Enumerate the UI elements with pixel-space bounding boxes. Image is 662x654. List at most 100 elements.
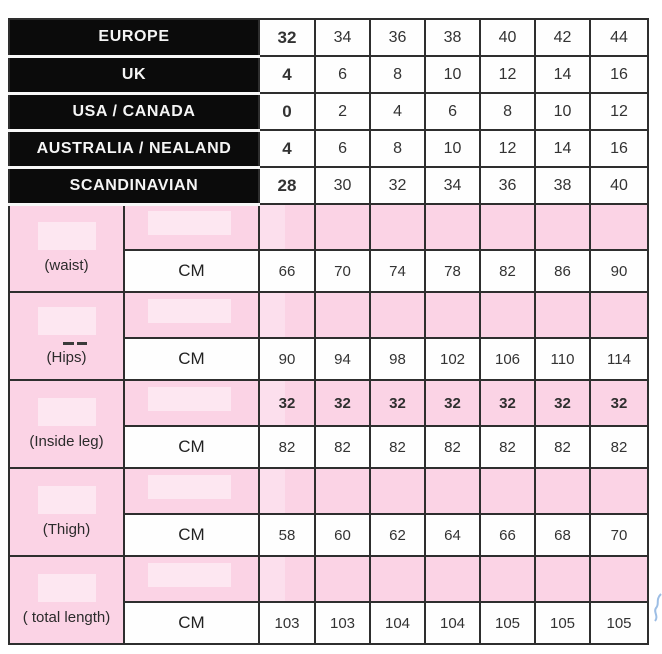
cm-value-cell: 106 [479,337,537,381]
size-cell: 32 [369,166,427,205]
cm-value-cell: 70 [589,513,650,557]
inch-value-cell [369,555,427,603]
region-label-cell: UK [7,55,261,95]
table-row: CM 66 70 74 78 82 86 90 [9,249,650,293]
inch-value-cell [534,203,592,251]
cm-value-cell: 70 [314,249,372,293]
region-label-cell: AUSTRALIA / NEALAND [7,129,261,169]
size-cell: 6 [314,129,372,168]
size-cell: 44 [589,18,650,57]
cm-value-cell: 90 [589,249,650,293]
erased-text-mark [62,341,87,345]
region-label-cell: USA / CANADA [7,92,261,132]
inch-value-cell: 32 [424,379,482,427]
inch-value-cell [258,467,317,515]
measurement-label-cell: (Inside leg) [8,379,125,469]
cm-value-cell: 105 [534,601,592,645]
cm-value-cell: 98 [369,337,427,381]
cm-value-cell: 78 [424,249,482,293]
size-cell: 36 [479,166,537,205]
size-cell: 34 [424,166,482,205]
inch-value-cell [314,291,372,339]
inch-value-cell [424,203,482,251]
cm-value-cell: 82 [534,425,592,469]
measurement-label-wrap: (Inside leg) [11,398,122,450]
inch-unit-cell [122,555,261,603]
measurement-label-wrap: ( total length) [11,574,122,626]
measurement-label-wrap: (waist) [11,222,122,274]
cm-value-cell: 102 [424,337,482,381]
inch-value-cell: 32 [479,379,537,427]
inch-value-cell [369,203,427,251]
size-cell: 10 [534,92,592,131]
cm-value-cell: 104 [424,601,482,645]
table-row: USA / CANADA 0 2 4 6 8 10 12 [7,92,650,132]
cm-value-cell: 66 [479,513,537,557]
table-row: SCANDINAVIAN 28 30 32 34 36 38 40 [7,166,650,206]
inch-value-cell [534,555,592,603]
inch-value-cell [589,203,650,251]
inch-value-cell [314,555,372,603]
cm-value-cell: 104 [369,601,427,645]
cm-value-cell: 86 [534,249,592,293]
size-cell: 8 [369,129,427,168]
inch-value-cell [589,291,650,339]
size-cell: 0 [258,92,317,131]
cm-value-cell: 60 [314,513,372,557]
cm-value-cell: 66 [258,249,317,293]
cm-unit-cell: CM [122,337,261,381]
size-cell: 34 [314,18,372,57]
size-cell: 16 [589,129,650,168]
table-row: CM 82 82 82 82 82 82 82 [9,425,650,469]
inch-value-cell [479,555,537,603]
size-cell: 10 [424,129,482,168]
table-row: UK 4 6 8 10 12 14 16 [7,55,650,95]
table-row: CM 90 94 98 102 106 110 114 [9,337,650,381]
size-cell: 6 [424,92,482,131]
inch-value-cell [479,467,537,515]
size-cell: 14 [534,55,592,94]
size-cell: 12 [479,129,537,168]
size-cell: 16 [589,55,650,94]
cm-unit-cell: CM [122,601,261,645]
cm-value-cell: 82 [314,425,372,469]
size-cell: 8 [479,92,537,131]
cm-value-cell: 74 [369,249,427,293]
cm-value-cell: 90 [258,337,317,381]
table-row: ( total length) [8,555,650,645]
size-chart-table: EUROPE 32 34 36 38 40 42 44 UK 4 6 8 10 … [7,18,650,645]
edge-artifact-mark [654,593,662,622]
measurement-label-cell: ( total length) [8,555,125,645]
table-row: EUROPE 32 34 36 38 40 42 44 [7,18,650,58]
size-cell: 2 [314,92,372,131]
measurement-label: (Hips) [46,348,87,366]
size-cell: 36 [369,18,427,57]
cm-value-cell: 68 [534,513,592,557]
cm-value-cell: 64 [424,513,482,557]
inch-unit-cell [122,467,261,515]
size-cell: 12 [589,92,650,131]
inch-value-cell [314,203,372,251]
cm-unit-cell: CM [122,425,261,469]
cm-value-cell: 58 [258,513,317,557]
measurement-label-wrap: (Thigh) [11,486,122,538]
size-cell: 42 [534,18,592,57]
inch-value-cell [589,467,650,515]
cm-unit-cell: CM [122,513,261,557]
cm-value-cell: 103 [258,601,317,645]
inch-value-cell [479,291,537,339]
inch-value-cell [314,467,372,515]
cm-value-cell: 110 [534,337,592,381]
cm-value-cell: 82 [479,425,537,469]
cm-value-cell: 105 [589,601,650,645]
inch-value-cell [479,203,537,251]
inch-unit-cell [122,379,261,427]
measurement-label: ( total length) [22,609,111,626]
measurement-label-cell: (Thigh) [8,467,125,557]
size-cell: 38 [424,18,482,57]
region-label-cell: EUROPE [7,18,261,58]
inch-value-cell: 32 [589,379,650,427]
size-cell: 12 [479,55,537,94]
size-cell: 30 [314,166,372,205]
